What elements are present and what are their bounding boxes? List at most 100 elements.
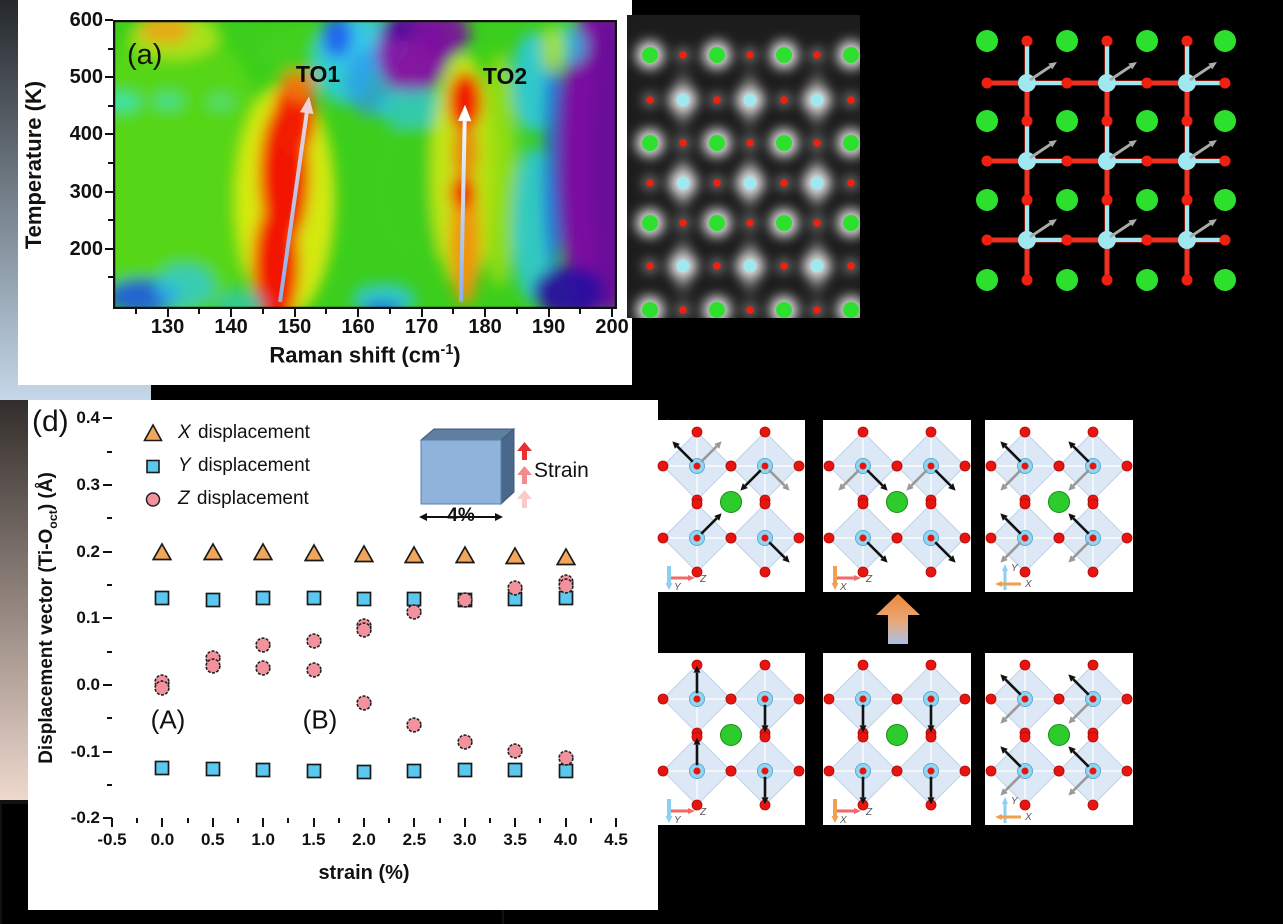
oxygen-atom [1021,35,1033,47]
oxygen-atom [1061,77,1073,89]
arrow-head [1048,140,1057,148]
data-point-triangle [354,544,374,563]
axis-label-z: Z [865,574,873,585]
arrow-head [782,555,790,563]
oxygen-atom [959,532,971,544]
oxygen-atom [1121,460,1133,472]
d-x-axis-title: strain (%) [318,862,410,884]
arrow-line [1109,143,1132,160]
oxygen-atom [1121,693,1133,705]
raman-heatmap: TO1 TO2 (a) [113,20,617,309]
oxygen-atom [813,51,821,59]
arrow-head [948,483,956,491]
barium-atom [709,47,725,63]
cube-front-face [420,439,502,505]
oxygen-atom [1181,35,1193,47]
a-x-tick-label: 200 [595,316,629,338]
cube-top-face [419,428,516,441]
heatmap-blobs [113,20,617,309]
oxygen-atom [761,534,769,542]
oxygen-atom [891,532,903,544]
oxygen-atom [693,695,701,703]
arrow-line [1189,65,1212,82]
a-x-tick-label: 190 [531,316,566,338]
barium-atom [709,135,725,151]
d-x-tick-label: 4.0 [553,830,578,850]
d-y-minor-tick [107,784,112,787]
data-point-triangle [454,545,475,564]
a-x-minor-tick [515,309,518,314]
perovskite-cell-6: YX [985,653,1133,825]
arrow-line [1109,222,1132,239]
data-point-square [507,762,523,778]
arrow-head [1000,716,1008,724]
arrow-head [693,737,701,745]
oxygen-atom [959,460,971,472]
panel-d-label: (d) [32,405,69,438]
oxygen-atom [691,498,703,510]
a-x-tick [166,309,169,317]
cube-side-face [500,427,515,506]
data-point-circle [507,743,523,759]
barium-atom [1048,724,1070,746]
barium-atom [843,302,859,318]
oxygen-atom [1121,532,1133,544]
oxygen-atom [780,96,788,104]
arrow-head [1068,788,1076,796]
arrow-head [1048,62,1057,70]
oxygen-atom [1219,155,1231,167]
oxygen-atom [1021,274,1033,286]
axis-label-x: X [839,582,847,592]
arrow-head [714,513,722,521]
titanium-atom [676,259,690,273]
titanium-atom [810,259,824,273]
oxygen-atom [959,693,971,705]
barium-atom [642,135,658,151]
axis-label-z: Z [865,807,873,818]
data-point-circle [255,637,271,653]
a-x-tick-label: 130 [150,316,185,338]
arrow-head [1000,674,1008,682]
arrow-head [906,483,914,491]
d-y-tick-label: -0.2 [70,808,100,828]
oxygen-atom [891,460,903,472]
data-point-square [205,592,221,607]
a-x-tick [611,309,614,317]
titanium-atom [743,93,757,107]
barium-atom [776,302,792,318]
titanium-atom [810,93,824,107]
data-point-square [356,591,372,607]
perovskite-cell-5: ZX [823,653,971,825]
data-point-triangle [404,545,425,564]
arrow-head [688,575,695,581]
oxygen-atom [1219,234,1231,246]
d-x-tick [463,818,466,828]
oxygen-atom [1089,767,1097,775]
barium-atom [886,491,908,513]
barium-atom [1214,30,1236,52]
arrow-line [1004,750,1022,768]
arrow-line [1072,469,1090,487]
phonon-arrow-head [299,96,314,115]
legend-item: Y displacement [142,454,310,478]
oxygen-atom [857,659,869,671]
arrow-line [1072,678,1090,696]
arrow-head [948,555,956,563]
arrow-head [1068,746,1076,754]
a-x-axis-title-sup: -1 [440,342,454,358]
arrow-head [1068,513,1076,521]
arrow-head [688,808,695,814]
arrow-line [744,469,762,487]
barium-atom [1136,269,1158,291]
arrow-head [665,583,673,590]
arrow-head [1000,513,1008,521]
d-x-minor-tick [589,818,592,824]
perovskite-cell-2: ZX [823,420,971,592]
a-y-minor-tick [108,47,113,50]
a-x-tick-label: 150 [277,316,312,338]
oxygen-atom [725,693,737,705]
oxygen-atom [981,234,993,246]
arrow-head [1002,797,1008,804]
oxygen-atom [925,426,937,438]
